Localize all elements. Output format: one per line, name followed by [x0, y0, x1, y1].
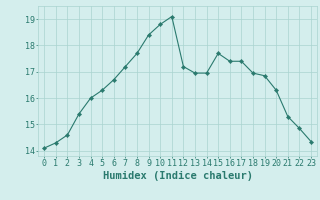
X-axis label: Humidex (Indice chaleur): Humidex (Indice chaleur): [103, 171, 252, 181]
